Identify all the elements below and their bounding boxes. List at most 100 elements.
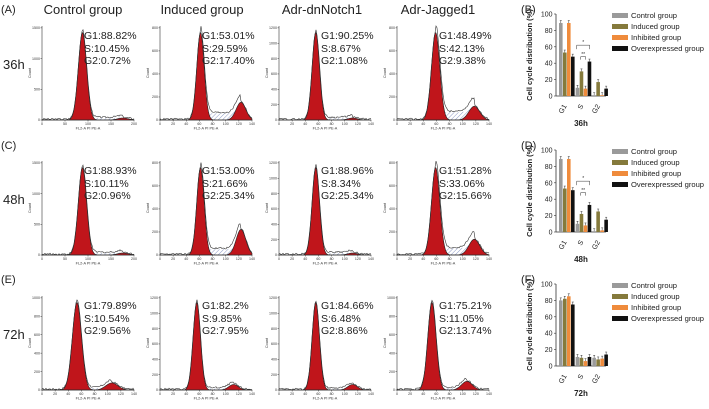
x-tick-label: 50: [63, 257, 67, 261]
x-tick-label: 60: [79, 392, 83, 396]
phase-stat-g1: G1:84.66%: [321, 300, 374, 312]
x-axis-label: FL2-A PI PE-A: [194, 127, 219, 131]
bar-y-tick-label: 80: [545, 164, 553, 171]
legend-label: Induced group: [631, 292, 680, 301]
bar-control: [575, 223, 580, 232]
y-axis-label: Count: [146, 337, 150, 348]
legend-swatch-overexpressed: [612, 316, 628, 321]
phase-stat-s: S:10.11%: [84, 177, 129, 190]
phase-stat-g2: G2:25.34%: [202, 190, 255, 202]
x-axis-label: FL2-A PI PE-A: [194, 262, 219, 266]
y-tick-label: 200: [152, 95, 158, 99]
y-tick-label: 200: [152, 373, 158, 377]
x-axis-label: FL2-A PI PE-A: [194, 397, 219, 401]
bar-y-tick-label: 0: [549, 364, 553, 371]
bar-control: [575, 87, 580, 96]
y-tick-label: 0: [393, 253, 395, 257]
x-tick-label: 20: [171, 122, 175, 126]
histogram-cell: 0 200 400 600 800 0 20 40 60 80 100 120 140 FL2-A PI …: [146, 22, 258, 131]
x-tick-label: 40: [184, 257, 188, 261]
x-tick-label: 0: [41, 392, 43, 396]
legend-label: Overexpressed group: [631, 180, 704, 189]
y-tick-label: 800: [389, 26, 395, 30]
histogram-cell: 0 200 400 600 800 0 20 40 60 80 100 120 140 FL2-A PI …: [383, 22, 495, 131]
y-tick-label: 400: [271, 222, 277, 226]
phase-stat-g1: G1:53.01%: [202, 30, 255, 42]
x-tick-label: 60: [434, 122, 438, 126]
significance-mark: **: [581, 188, 585, 194]
y-tick-label: 1200: [269, 161, 277, 165]
x-tick-label: 100: [223, 257, 229, 261]
bar-y-axis-label: Cell cycle distribution (%): [525, 279, 534, 371]
phase-stat-g1: G1:90.25%: [321, 30, 374, 42]
phase-stats: G1:90.25% S:8.67% G2:1.08%: [321, 30, 374, 68]
legend-swatch-overexpressed: [612, 46, 628, 51]
x-tick-label: 80: [330, 257, 334, 261]
y-tick-label: 600: [152, 184, 158, 188]
y-tick-label: 0: [275, 388, 277, 392]
x-tick-label: 120: [473, 122, 479, 126]
significance-bracket: [576, 44, 590, 50]
bar-inhibited: [583, 225, 588, 232]
x-tick-label: 0: [396, 257, 398, 261]
bar-induced: [596, 211, 600, 232]
phase-stat-s: S:11.05%: [439, 312, 484, 325]
x-tick-label: 40: [184, 392, 188, 396]
bar-overexpressed: [587, 61, 592, 96]
phase-stat-g1: G1:51.28%: [439, 165, 492, 177]
panel-letter-d: (D): [521, 140, 537, 152]
histogram-outline: [396, 25, 490, 121]
bar-control: [592, 95, 596, 96]
phase-stat-s: S:8.34%: [321, 177, 361, 190]
y-axis-label: Count: [383, 202, 387, 213]
x-axis-label: FL2-A PI PE-A: [76, 262, 101, 266]
x-tick-label: 120: [236, 122, 242, 126]
phase-stat-s: S:29.59%: [202, 42, 248, 55]
y-tick-label: 200: [389, 230, 395, 234]
x-tick-label: 80: [330, 392, 334, 396]
x-tick-label: 120: [355, 392, 361, 396]
histogram-cell: 0 200 400 600 800 1000 0 20 40 60 80 100 120 140 FL2-A…: [383, 292, 495, 401]
bar-induced: [563, 52, 567, 96]
y-tick-label: 400: [389, 351, 395, 355]
phase-stats: G1:51.28% S:33.06% G2:15.66%: [439, 165, 492, 203]
histogram-outline: [278, 300, 372, 391]
x-tick-label: 80: [448, 392, 452, 396]
y-tick-label: 800: [152, 26, 158, 30]
x-tick-label: 80: [330, 122, 334, 126]
legend-swatch-induced: [612, 24, 628, 29]
x-tick-label: 140: [249, 257, 255, 261]
histogram-cell: 0 200 400 600 800 0 20 40 60 80 100 120 140 FL2-A PI …: [146, 157, 258, 266]
y-tick-label: 600: [271, 72, 277, 76]
y-tick-label: 800: [271, 57, 277, 61]
y-tick-label: 400: [271, 87, 277, 91]
phase-stat-g2: G2:25.34%: [321, 190, 374, 202]
phase-stat-g1: G1:53.00%: [202, 165, 255, 177]
histogram-plot: 0 200 400 600 800 0 20 40 60 80 100 120 140 FL2-A PI …: [146, 26, 255, 131]
x-tick-label: 60: [197, 122, 201, 126]
s-phase-region: [200, 107, 241, 120]
phase-stats: G1:75.21% S:11.05% G2:13.74%: [439, 300, 492, 338]
y-tick-label: 400: [152, 72, 158, 76]
bar-overexpressed: [604, 88, 608, 96]
x-tick-label: 80: [211, 122, 215, 126]
x-tick-label: 20: [290, 257, 294, 261]
x-tick-label: 100: [342, 257, 348, 261]
legend-swatch-induced: [612, 160, 628, 165]
legend-swatch-overexpressed: [612, 182, 628, 187]
row-label-48h: 48h: [3, 192, 25, 207]
bar-y-tick-label: 100: [541, 282, 553, 289]
y-axis-label: Count: [265, 67, 269, 78]
row-label-36h: 36h: [3, 57, 25, 72]
column-title-control: Control group: [43, 2, 123, 17]
y-tick-label: 400: [152, 357, 158, 361]
y-tick-label: 200: [152, 230, 158, 234]
y-axis-label: Count: [265, 337, 269, 348]
histogram-cell: 0 200 400 600 800 1000 1200 0 20 40 60 80 100 120 140 F…: [146, 292, 258, 401]
x-tick-label: 100: [85, 257, 91, 261]
histogram-plot: 0 200 400 600 800 1000 0 20 40 60 80 100 120 140 FL2-A…: [28, 296, 137, 401]
bar-y-tick-label: 40: [545, 197, 553, 204]
x-tick-label: 20: [171, 392, 175, 396]
bar-control: [592, 357, 596, 366]
x-axis-label: FL2-A PI PE-A: [431, 262, 456, 266]
